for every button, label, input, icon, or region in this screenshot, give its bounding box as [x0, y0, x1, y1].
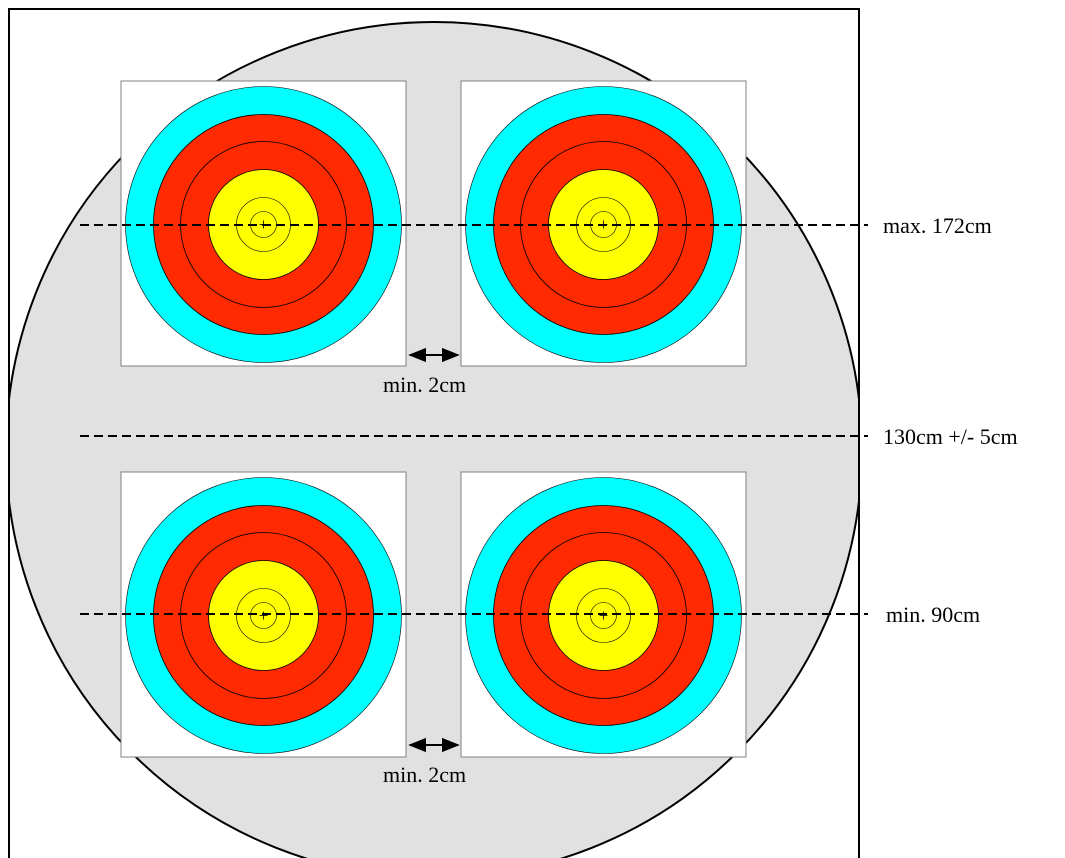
boss-frame	[8, 8, 860, 858]
red-ring-divider	[520, 532, 687, 699]
target-face-top-left	[120, 80, 407, 367]
bottom-gap-label: min. 2cm	[383, 762, 466, 787]
red-ring-divider	[180, 532, 347, 699]
target-faces	[120, 80, 747, 758]
gold-ring-divider	[576, 588, 631, 643]
gold-ring-divider	[236, 588, 291, 643]
top-line-label: max. 172cm	[883, 213, 992, 238]
target-face-top-right	[460, 80, 747, 367]
inner-ten-ring	[590, 602, 617, 629]
top-gap-label: min. 2cm	[383, 372, 466, 397]
bottom-line-label: min. 90cm	[886, 602, 980, 627]
middle-line-label: 130cm +/- 5cm	[883, 424, 1018, 449]
inner-ten-ring	[250, 602, 277, 629]
target-face-bottom-right	[460, 471, 747, 758]
